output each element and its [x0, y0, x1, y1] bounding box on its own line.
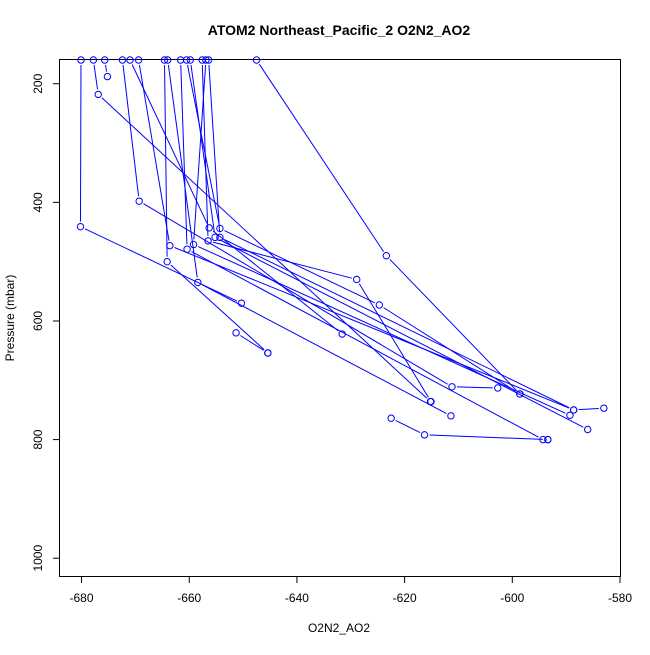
data-point: [100, 56, 109, 64]
series-line-segment: [224, 230, 376, 304]
data-point: [103, 72, 112, 81]
series-path: [76, 56, 246, 307]
data-point: [544, 435, 552, 444]
series-path: [204, 56, 578, 414]
series-line-segment: [180, 64, 188, 245]
series-line-segment: [208, 64, 221, 233]
y-tick-label: 600: [31, 311, 45, 331]
data-point: [375, 301, 384, 309]
series-line-segment: [201, 64, 209, 236]
series-line-segment: [240, 335, 264, 351]
x-tick-label: -600: [500, 591, 524, 605]
x-tick-label: -640: [285, 591, 309, 605]
data-point: [135, 197, 143, 205]
y-tick-label: 400: [31, 192, 45, 212]
data-point: [264, 349, 272, 357]
data-point: [569, 406, 578, 414]
y-tick-label: 800: [31, 429, 45, 449]
series-line-segment: [93, 64, 99, 90]
data-point: [126, 56, 134, 64]
data-point: [205, 224, 213, 232]
series-line-segment: [358, 283, 429, 398]
data-point: [118, 56, 127, 64]
y-tick-label: 1000: [31, 545, 45, 572]
data-point: [427, 397, 435, 406]
x-tick-label: -660: [177, 591, 201, 605]
series-line-segment: [84, 228, 238, 302]
data-point: [94, 90, 102, 99]
data-point: [194, 278, 202, 287]
data-point: [216, 233, 224, 242]
series-layer: [76, 56, 608, 444]
data-point: [382, 252, 391, 260]
series-line-segment: [138, 64, 170, 241]
series-line-segment: [187, 64, 220, 224]
data-point: [204, 56, 213, 64]
series-path: [100, 56, 112, 81]
x-tick-label: -680: [70, 591, 94, 605]
series-path: [252, 56, 524, 398]
data-point: [352, 275, 361, 284]
series-line-segment: [456, 386, 493, 389]
data-point: [447, 412, 455, 420]
series-line-segment: [104, 64, 108, 72]
chart-title: ATOM2 Northeast_Pacific_2 O2N2_AO2: [208, 22, 471, 38]
series-path: [232, 329, 272, 357]
series-line-segment: [191, 251, 539, 438]
series-line-segment: [395, 420, 421, 434]
data-point: [583, 425, 592, 434]
data-point: [183, 245, 191, 253]
data-point: [338, 330, 346, 338]
data-point: [420, 431, 429, 439]
series-line-segment: [170, 264, 265, 351]
data-point: [494, 384, 502, 392]
series-path: [176, 56, 552, 444]
series-line-segment: [131, 64, 208, 224]
y-axis-label: Pressure (mbar): [3, 275, 17, 362]
data-point: [448, 383, 456, 391]
series-line-segment: [190, 64, 215, 233]
data-point: [516, 390, 524, 398]
data-point: [163, 56, 172, 64]
data-point: [89, 56, 98, 64]
data-point: [204, 237, 212, 245]
y-axis: 200 400 600 800 1000: [31, 73, 60, 572]
x-axis-label: O2N2_AO2: [308, 621, 370, 635]
series-line-segment: [174, 247, 570, 409]
series-line-segment: [197, 246, 566, 414]
data-point: [163, 257, 171, 266]
series-path: [387, 414, 552, 444]
data-point: [202, 56, 210, 64]
data-point: [134, 56, 143, 64]
x-tick-label: -620: [393, 591, 417, 605]
series-line-segment: [122, 64, 140, 197]
series-line-segment: [258, 63, 384, 252]
x-axis: -680 -660 -640 -620 -600 -580: [70, 576, 632, 605]
data-point: [77, 56, 85, 64]
series-path: [160, 56, 272, 357]
series-line-segment: [389, 258, 517, 391]
data-point: [566, 411, 574, 419]
x-tick-label: -580: [608, 591, 632, 605]
data-point: [252, 56, 261, 64]
data-point: [600, 404, 608, 412]
series-line-segment: [224, 239, 570, 409]
series-line-segment: [79, 64, 82, 222]
series-line-segment: [202, 284, 447, 414]
data-point: [186, 56, 195, 64]
series-line-segment: [578, 407, 599, 411]
data-point: [160, 56, 169, 64]
data-point: [76, 222, 85, 231]
data-point: [182, 56, 191, 64]
data-point: [387, 414, 395, 422]
data-point: [211, 233, 219, 242]
series-line-segment: [429, 434, 543, 440]
data-point: [232, 329, 240, 337]
series-line-segment: [164, 64, 168, 257]
y-tick-label: 200: [31, 73, 45, 93]
